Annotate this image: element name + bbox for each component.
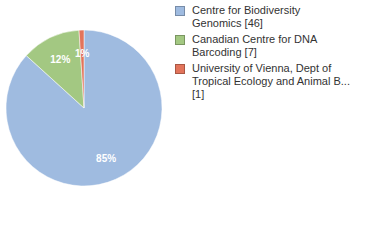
slice [26,30,84,108]
legend-entry: University of Vienna, Dept of Tropical E… [175,62,350,101]
data-label: 85% [96,153,116,164]
legend-swatch [175,35,185,45]
legend-swatch [175,64,185,74]
data-label: 12% [50,54,70,65]
legend-entry: Centre for Biodiversity Genomics [46] [175,4,350,30]
chart: 85% 12% 1% [0,0,380,240]
legend-label: Canadian Centre for DNA Barcoding [7] [192,33,317,58]
slices [6,30,162,186]
slice [79,30,84,108]
legend-label: Centre for Biodiversity Genomics [46] [192,4,300,29]
legend-swatch [175,6,185,16]
legend-entry: Canadian Centre for DNA Barcoding [7] [175,33,350,59]
data-label: 1% [75,48,90,59]
data-labels: 85% 12% 1% [50,48,116,163]
slice [6,30,162,186]
legend: Centre for Biodiversity Genomics [46] Can… [175,4,350,104]
legend-label: University of Vienna, Dept of Tropical E… [192,62,350,100]
